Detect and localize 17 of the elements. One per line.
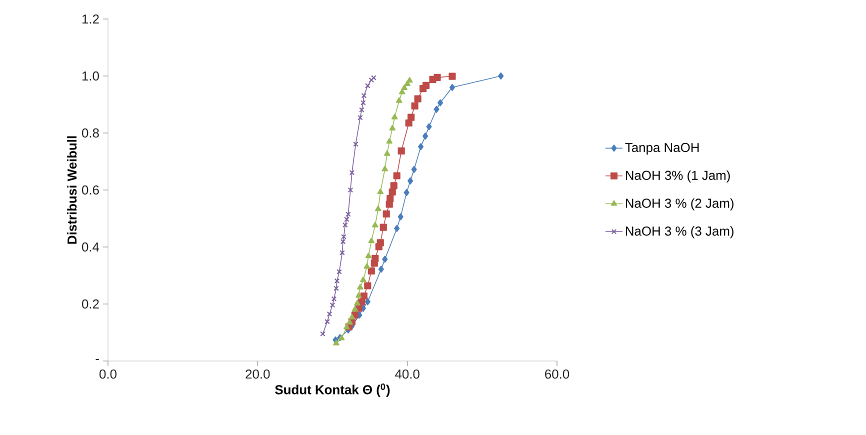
x-tick-label: 0.0 bbox=[100, 370, 117, 379]
y-tick-label: - bbox=[96, 359, 99, 360]
legend-label: NaOH 3 % (2 Jam) bbox=[626, 198, 734, 210]
legend-label: NaOH 3% (1 Jam) bbox=[626, 170, 730, 183]
y-tick-label: 1.0 bbox=[82, 71, 99, 81]
x-axis-title: Sudut Kontak Θ ($^{0}$) bbox=[275, 384, 390, 397]
y-tick-label: 0.4 bbox=[82, 242, 100, 252]
x-tick-label: 40.0 bbox=[395, 370, 420, 379]
x-tick-label: 20.0 bbox=[246, 370, 270, 379]
y-tick-label: 0.2 bbox=[82, 299, 99, 309]
y-tick-label: 1.2 bbox=[82, 14, 99, 24]
y-tick-label: 0.6 bbox=[82, 185, 99, 195]
y-tick-label: 0.8 bbox=[82, 128, 99, 138]
legend-label: Tanpa NaOH bbox=[625, 142, 699, 155]
x-tick-label: 60.0 bbox=[545, 370, 570, 379]
y-axis-title: Distribusi Weibull bbox=[67, 136, 77, 244]
legend-label: NaOH 3 % (3 Jam) bbox=[626, 226, 734, 238]
